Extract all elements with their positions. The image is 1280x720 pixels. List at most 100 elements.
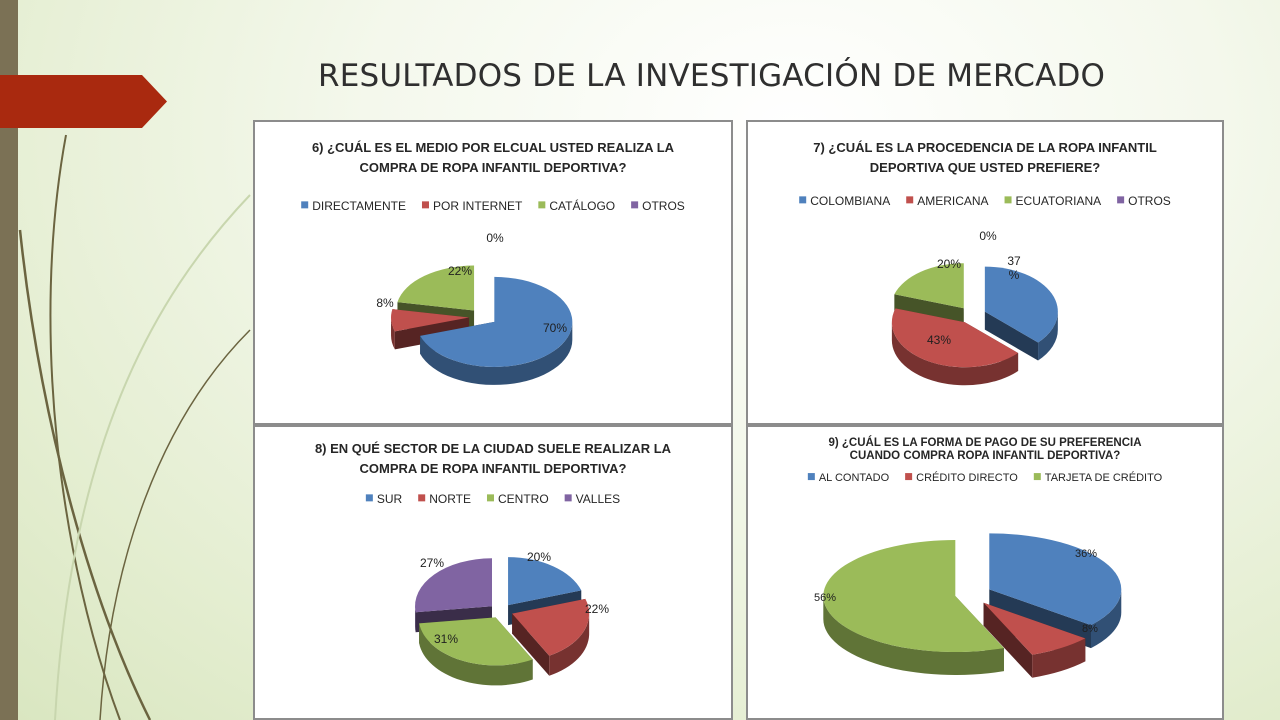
legend-swatch-valles (564, 494, 572, 502)
slice-rim-al-contado (1090, 589, 1122, 649)
slice-colombiana (984, 266, 1058, 343)
chart-title-line: 6) ¿CUÁL ES EL MEDIO POR ELCUAL USTED RE… (312, 140, 675, 155)
chart-legend: COLOMBIANA AMERICANA ECUATORIANA OTROS (799, 194, 1171, 208)
slice-directamente (420, 276, 573, 367)
chart-title-line: 7) ¿CUÁL ES LA PROCEDENCIA DE LA ROPA IN… (813, 140, 1157, 155)
slice-valles (414, 558, 492, 613)
legend-swatch-directamente (301, 201, 309, 209)
chart-q9-svg: 9) ¿CUÁL ES LA FORMA DE PAGO DE SU PREFE… (807, 436, 1163, 678)
slice-rim-americana (891, 322, 1019, 386)
legend-label-otros: OTROS (1128, 194, 1171, 208)
pie-top-layer (414, 557, 590, 666)
chart-q8-svg: 8) EN QUÉ SECTOR DE LA CIUDAD SUELE REAL… (315, 441, 672, 686)
slice-rim-norte (549, 613, 590, 676)
slice-americana (891, 308, 1019, 368)
legend-label-ecuatoriana: ECUATORIANA (1016, 194, 1102, 208)
slice-catalogo (397, 265, 475, 311)
legend-swatch-norte (418, 494, 426, 502)
slice-norte (512, 598, 590, 656)
data-label-americana: 43% (927, 333, 951, 347)
legend-label-por-internet: POR INTERNET (433, 199, 523, 213)
chart-panel-q6: 6) ¿CUÁL ES EL MEDIO POR ELCUAL USTED RE… (253, 120, 733, 425)
legend-swatch-catalogo (538, 201, 546, 209)
legend-swatch-por-internet (421, 201, 429, 209)
chart-title-line: COMPRA DE ROPA INFANTIL DEPORTIVA? (360, 160, 627, 175)
legend-swatch-otros (631, 201, 639, 209)
data-label-catalogo: 22% (448, 264, 472, 278)
chart-title-line: 8) EN QUÉ SECTOR DE LA CIUDAD SUELE REAL… (315, 441, 672, 456)
data-label-directamente: 70% (543, 321, 567, 335)
slice-por-internet (391, 309, 470, 332)
chart-legend: DIRECTAMENTE POR INTERNET CATÁLOGO OTROS (301, 198, 685, 213)
legend-label-americana: AMERICANA (917, 194, 988, 208)
chart-title-line: DEPORTIVA QUE USTED PREFIERE? (870, 160, 1100, 175)
data-label-credito-directo: 8% (1082, 623, 1098, 635)
legend-swatch-sur (365, 494, 373, 502)
legend-label-norte: NORTE (429, 492, 471, 506)
slice-ecuatoriana (894, 263, 964, 309)
data-label-al-contado: 36% (1075, 548, 1097, 560)
decorative-curves (18, 134, 251, 720)
data-label-por-internet: 8% (376, 296, 394, 310)
chart-legend: SUR NORTE CENTRO VALLES (365, 492, 620, 506)
slice-rim-por-internet (391, 317, 395, 350)
slice-rim-directamente (420, 321, 573, 385)
slice-wall-ecuatoriana (894, 294, 964, 327)
chart-title-line: COMPRA DE ROPA INFANTIL DEPORTIVA? (360, 461, 627, 476)
data-label-valles: 27% (420, 556, 444, 570)
slice-centro (419, 617, 533, 666)
legend-swatch-americana (906, 196, 914, 204)
legend-label-credito-directo: CRÉDITO DIRECTO (916, 471, 1018, 484)
legend-swatch-al-contado (807, 473, 815, 481)
chart-panel-q7: 7) ¿CUÁL ES LA PROCEDENCIA DE LA ROPA IN… (746, 120, 1224, 425)
data-label-otros: 0% (486, 231, 504, 245)
chart-q7-svg: 7) ¿CUÁL ES LA PROCEDENCIA DE LA ROPA IN… (799, 140, 1171, 386)
slice-tarjeta-de-credito (823, 540, 1004, 653)
legend-swatch-credito-directo (905, 473, 913, 481)
legend-label-valles: VALLES (576, 492, 620, 506)
legend-label-tarjeta-de-credito: TARJETA DE CRÉDITO (1045, 471, 1163, 484)
legend-label-al-contado: AL CONTADO (819, 472, 890, 484)
slice-credito-directo (983, 602, 1086, 655)
pie-top-layer (891, 263, 1058, 368)
title-arrow-tab (0, 75, 167, 128)
data-label-ecuatoriana: 20% (937, 257, 961, 271)
chart-panel-q9: 9) ¿CUÁL ES LA FORMA DE PAGO DE SU PREFE… (746, 425, 1224, 720)
slice-rim-valles (414, 606, 416, 633)
legend-label-otros: OTROS (642, 199, 685, 213)
slice-rim-colombiana (1038, 311, 1058, 361)
data-label-sur: 20% (527, 550, 551, 564)
legend-label-catalogo: CATÁLOGO (549, 198, 615, 213)
legend-swatch-colombiana (799, 196, 807, 204)
slide-title: RESULTADOS DE LA INVESTIGACIÓN DE MERCAD… (318, 58, 1106, 94)
slice-wall-credito-directo (983, 602, 1033, 678)
legend-label-colombiana: COLOMBIANA (810, 194, 890, 208)
chart-title-line: 9) ¿CUÁL ES LA FORMA DE PAGO DE SU PREFE… (828, 436, 1141, 449)
legend-label-directamente: DIRECTAMENTE (312, 199, 406, 213)
chart-panel-q8: 8) EN QUÉ SECTOR DE LA CIUDAD SUELE REAL… (253, 425, 733, 720)
slice-wall-colombiana (984, 311, 1039, 361)
legend-swatch-centro (486, 494, 494, 502)
slice-al-contado (989, 533, 1122, 626)
legend-swatch-ecuatoriana (1004, 196, 1012, 204)
chart-legend: AL CONTADO CRÉDITO DIRECTO TARJETA DE CRÉD… (807, 471, 1163, 484)
slice-sur (508, 557, 582, 606)
slice-rim-tarjeta-de-credito (823, 596, 1004, 676)
legend-swatch-tarjeta-de-credito (1033, 473, 1041, 481)
slice-rim-credito-directo (1032, 638, 1086, 678)
legend-swatch-otros (1117, 196, 1125, 204)
pie-top-layer (391, 265, 573, 367)
slice-wall-norte (512, 613, 550, 676)
legend-label-sur: SUR (377, 492, 403, 506)
left-accent-bar (0, 0, 18, 720)
slice-rim-centro (419, 623, 533, 686)
chart-title-line: CUANDO COMPRA ROPA INFANTIL DEPORTIVA? (850, 450, 1121, 462)
data-label-norte: 22% (585, 602, 609, 616)
pie-top-layer (823, 533, 1122, 655)
data-label-otros: 0% (979, 229, 997, 243)
legend-label-centro: CENTRO (498, 492, 549, 506)
data-label-centro: 31% (434, 632, 458, 646)
data-label-colombiana: 37% (1007, 254, 1021, 282)
data-label-tarjeta-de-credito: 56% (814, 592, 836, 604)
chart-q6-svg: 6) ¿CUÁL ES EL MEDIO POR ELCUAL USTED RE… (301, 140, 685, 385)
